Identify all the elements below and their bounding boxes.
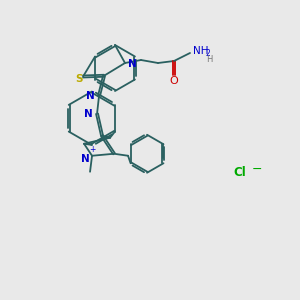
Text: N: N [84, 109, 92, 119]
Text: −: − [252, 163, 262, 176]
Text: H: H [206, 56, 212, 64]
Text: 2: 2 [205, 50, 210, 58]
Text: N: N [81, 154, 89, 164]
Text: S: S [75, 74, 83, 83]
Text: N: N [86, 91, 94, 101]
Text: NH: NH [193, 46, 208, 56]
Text: N: N [128, 59, 136, 69]
Text: +: + [89, 145, 95, 154]
Text: O: O [169, 76, 178, 86]
Text: Cl: Cl [234, 166, 246, 178]
